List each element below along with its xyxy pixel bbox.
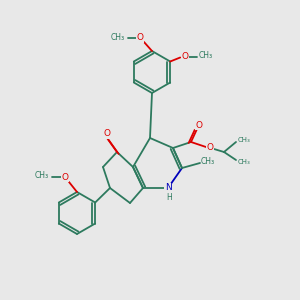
Text: O: O: [103, 130, 110, 139]
Text: CH₃: CH₃: [238, 159, 250, 165]
Text: H: H: [166, 193, 172, 202]
Text: CH₃: CH₃: [199, 51, 213, 60]
Text: O: O: [136, 34, 143, 43]
Text: CH₃: CH₃: [35, 172, 49, 181]
Text: CH₃: CH₃: [111, 32, 125, 41]
Text: O: O: [196, 121, 202, 130]
Text: N: N: [165, 184, 171, 193]
Text: O: O: [182, 52, 189, 61]
Text: O: O: [206, 143, 214, 152]
Text: CH₃: CH₃: [238, 137, 250, 143]
Text: O: O: [61, 172, 68, 182]
Text: CH₃: CH₃: [201, 158, 215, 166]
